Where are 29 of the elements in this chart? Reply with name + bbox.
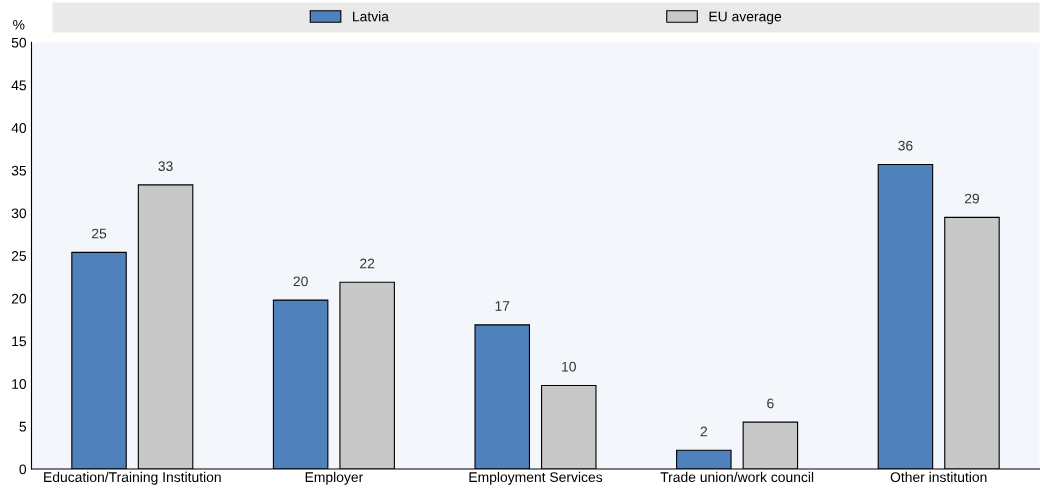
y-tick-label: 50 — [11, 37, 27, 48]
y-axis-title: % — [13, 19, 25, 30]
data-label: 22 — [360, 258, 375, 269]
legend-label: Latvia — [353, 11, 389, 22]
y-tick-label: 20 — [11, 293, 27, 304]
y-tick-label: 40 — [11, 123, 27, 133]
data-label: 17 — [495, 301, 510, 311]
x-tick-label: Education/Training Institution — [44, 471, 221, 485]
y-tick-label: 25 — [11, 251, 27, 261]
x-tick-label: Other institution — [890, 471, 987, 483]
legend-label: EU average — [709, 11, 782, 25]
y-tick-label: 35 — [11, 165, 27, 176]
y-tick-label: 15 — [12, 336, 27, 347]
data-label: 36 — [898, 140, 913, 151]
data-label: 20 — [293, 276, 308, 287]
data-label: 33 — [158, 161, 173, 172]
x-tick-label: Employment Services — [469, 471, 603, 485]
y-tick-label: 30 — [11, 208, 27, 219]
y-tick-label: 10 — [12, 379, 27, 389]
y-tick-label: 5 — [19, 421, 27, 432]
data-label: 2 — [700, 426, 707, 437]
x-tick-label: Trade union/work council — [660, 471, 814, 483]
data-label: 25 — [92, 228, 107, 239]
data-label: 10 — [562, 361, 576, 372]
y-tick-label: 45 — [11, 80, 27, 91]
y-tick-label: 0 — [19, 464, 27, 475]
x-tick-label: Employer — [305, 471, 363, 485]
data-label: 6 — [767, 398, 774, 409]
data-label: 29 — [964, 193, 980, 204]
